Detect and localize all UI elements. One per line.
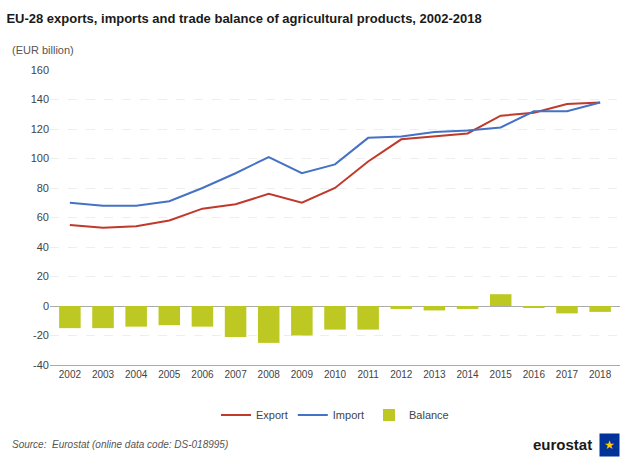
- svg-text:20: 20: [37, 270, 49, 282]
- svg-text:EU-28 exports, imports and tra: EU-28 exports, imports and trade balance…: [6, 11, 481, 26]
- svg-text:Balance: Balance: [409, 409, 449, 421]
- svg-text:2018: 2018: [589, 369, 612, 380]
- svg-text:-20: -20: [33, 329, 49, 341]
- svg-text:2012: 2012: [390, 369, 413, 380]
- svg-text:★: ★: [604, 438, 615, 452]
- svg-text:2016: 2016: [523, 369, 546, 380]
- svg-text:2015: 2015: [490, 369, 513, 380]
- svg-text:2004: 2004: [125, 369, 148, 380]
- svg-text:Export: Export: [256, 409, 288, 421]
- svg-text:2005: 2005: [158, 369, 181, 380]
- svg-text:140: 140: [31, 93, 49, 105]
- svg-text:2010: 2010: [324, 369, 347, 380]
- svg-text:160: 160: [31, 64, 49, 76]
- svg-text:2011: 2011: [357, 369, 379, 380]
- svg-text:-40: -40: [33, 359, 49, 371]
- svg-text:2008: 2008: [258, 369, 281, 380]
- svg-text:2013: 2013: [423, 369, 446, 380]
- svg-text:2007: 2007: [224, 369, 247, 380]
- svg-text:100: 100: [31, 152, 49, 164]
- svg-text:120: 120: [31, 123, 49, 135]
- svg-text:2017: 2017: [556, 369, 579, 380]
- svg-text:Source: Eurostat (online data: Source: Eurostat (online data code: DS-0…: [12, 439, 228, 450]
- svg-text:2014: 2014: [456, 369, 479, 380]
- svg-text:0: 0: [43, 300, 49, 312]
- svg-text:eurostat: eurostat: [533, 436, 592, 453]
- svg-text:2006: 2006: [191, 369, 214, 380]
- svg-text:2002: 2002: [59, 369, 82, 380]
- svg-text:60: 60: [37, 211, 49, 223]
- svg-text:Import: Import: [333, 409, 364, 421]
- svg-text:80: 80: [37, 182, 49, 194]
- svg-text:(EUR billion): (EUR billion): [12, 44, 74, 56]
- svg-text:2003: 2003: [92, 369, 115, 380]
- svg-text:2009: 2009: [291, 369, 314, 380]
- svg-text:40: 40: [37, 241, 49, 253]
